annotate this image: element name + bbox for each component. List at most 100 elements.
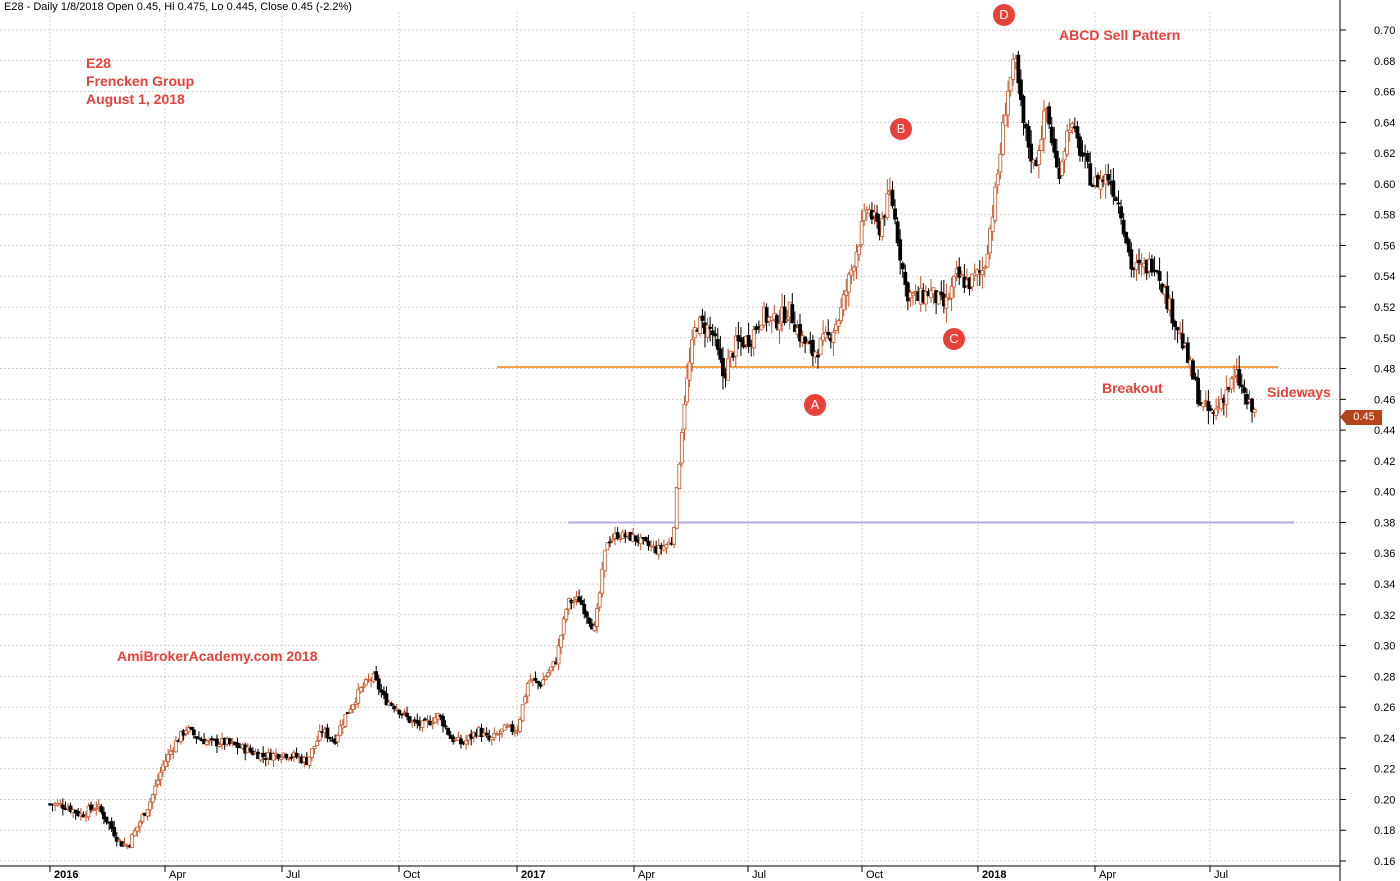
candle-body — [163, 760, 168, 767]
candle-body — [1060, 161, 1064, 176]
y-axis-ticks: 0.70 0.68 0.66 0.64 0.62 0.60 0.58 0.56 0.54 0.52… — [1340, 25, 1395, 868]
candle-body — [343, 713, 348, 728]
y-tick-label: 0.38 — [1374, 517, 1395, 529]
candle-body — [1129, 249, 1134, 270]
candle-body — [402, 711, 407, 714]
candle-body — [464, 740, 468, 745]
candle-body — [1232, 375, 1236, 379]
y-tick-label: 0.40 — [1374, 487, 1395, 499]
candle-body — [890, 189, 895, 207]
candle-body — [597, 592, 602, 608]
candle-body — [1039, 139, 1044, 151]
candle-body — [903, 271, 908, 285]
candle-body — [179, 730, 183, 743]
candle-body — [135, 826, 140, 832]
candle-body — [207, 739, 212, 742]
candle-body — [985, 253, 990, 268]
candle-body — [1042, 110, 1046, 139]
candle-body — [505, 725, 510, 728]
candle-body — [518, 719, 522, 732]
candle-body — [312, 745, 317, 749]
candle-body — [112, 827, 117, 837]
candle-body — [1239, 384, 1244, 388]
candle-body — [959, 274, 964, 276]
candle-body — [810, 339, 815, 357]
candle-body — [407, 716, 412, 723]
candle-body — [1047, 106, 1052, 125]
candle-body — [1111, 180, 1116, 197]
candle-body — [315, 740, 320, 746]
candle-body — [130, 833, 135, 848]
candle-body — [276, 754, 281, 759]
candle-body — [271, 753, 276, 761]
y-tick-label: 0.22 — [1374, 764, 1395, 776]
candle-body — [936, 291, 941, 305]
candle-body — [715, 339, 720, 350]
candle-body — [60, 804, 65, 809]
candle-body — [117, 839, 122, 842]
candle-body — [145, 809, 150, 817]
candle-body — [672, 527, 677, 545]
candle-body — [153, 785, 158, 796]
candle-body — [358, 687, 363, 692]
chart-header: E28 - Daily 1/8/2018 Open 0.45, Hi 0.475… — [4, 1, 352, 13]
x-tick-label: Apr — [169, 869, 186, 881]
candle-body — [1085, 153, 1090, 162]
candle-body — [998, 153, 1003, 173]
candle-body — [137, 821, 142, 827]
candle-body — [564, 609, 569, 620]
candle-body — [944, 297, 949, 309]
candle-body — [186, 727, 191, 733]
candle-body — [1242, 387, 1247, 393]
candle-body — [1090, 185, 1095, 188]
y-tick-label: 0.70 — [1374, 25, 1395, 37]
candle-body — [317, 730, 322, 741]
candle-body — [1229, 377, 1234, 390]
candle-body — [104, 816, 109, 823]
y-tick-label: 0.32 — [1374, 610, 1395, 622]
candle-body — [392, 706, 397, 710]
candle-body — [1124, 231, 1129, 244]
candle-body — [1165, 285, 1170, 310]
candle-body — [602, 550, 607, 572]
candle-body — [679, 432, 684, 464]
candle-body — [785, 319, 790, 322]
candle-body — [579, 599, 584, 605]
candle-body — [248, 747, 253, 752]
candle-body — [338, 725, 343, 737]
x-tick-label: Oct — [866, 869, 883, 881]
candle-body — [132, 830, 137, 837]
candle-body — [759, 324, 764, 331]
x-tick-label: Oct — [403, 869, 420, 881]
candle-body — [646, 540, 651, 546]
candle-body — [94, 807, 99, 810]
candle-body — [803, 336, 808, 344]
candle-body — [656, 545, 661, 555]
y-tick-label: 0.42 — [1374, 456, 1395, 468]
candle-body — [836, 320, 841, 327]
candle-body — [1170, 298, 1175, 324]
candle-body — [859, 221, 864, 245]
candle-body — [818, 338, 823, 356]
candle-body — [1075, 126, 1080, 139]
y-tick-label: 0.50 — [1374, 333, 1395, 345]
candle-body — [109, 821, 114, 829]
candle-body — [168, 750, 173, 756]
candle-body — [852, 266, 856, 272]
candle-body — [587, 617, 592, 624]
candle-body — [898, 239, 903, 261]
point-b-marker: B — [890, 118, 912, 140]
candle-body — [1250, 398, 1254, 413]
candle-body — [382, 690, 386, 696]
candle-body — [325, 727, 330, 739]
candle-body — [459, 738, 463, 745]
candle-body — [148, 801, 153, 811]
candle-body — [484, 732, 489, 736]
candle-body — [685, 377, 689, 403]
candle-body — [875, 213, 879, 222]
y-tick-label: 0.48 — [1374, 364, 1395, 376]
candle-body — [140, 814, 145, 823]
candle-body — [911, 293, 915, 296]
y-tick-label: 0.36 — [1374, 548, 1395, 560]
candle-body — [261, 752, 266, 758]
